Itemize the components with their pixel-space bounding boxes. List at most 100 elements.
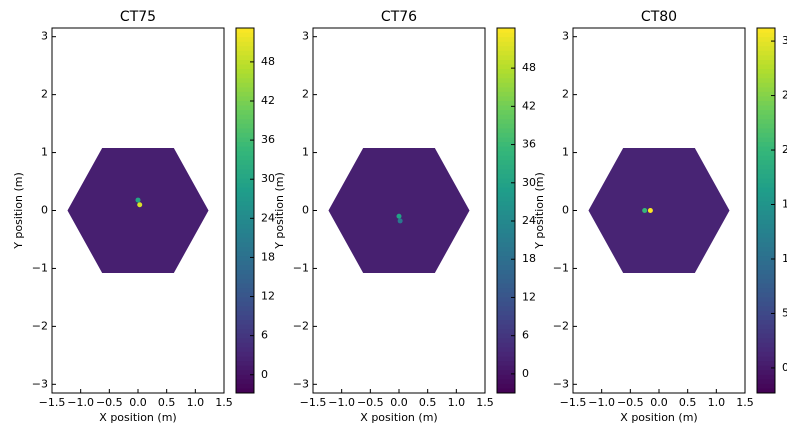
colorbar-band — [236, 128, 254, 133]
x-tick-label: 0.0 — [650, 396, 668, 409]
colorbar-band — [236, 87, 254, 92]
colorbar-band — [497, 302, 515, 307]
y-tick-label: −2 — [32, 319, 48, 332]
colorbar-band — [497, 215, 515, 220]
y-tick-label: −2 — [293, 319, 309, 332]
x-tick-label: −0.5 — [96, 396, 123, 409]
colorbar-band — [236, 160, 254, 165]
colorbar-band — [236, 115, 254, 120]
colorbar-band — [236, 311, 254, 316]
colorbar-band — [757, 55, 775, 60]
colorbar-band — [497, 211, 515, 216]
x-tick-label: 0.5 — [419, 396, 437, 409]
colorbar-band — [497, 65, 515, 70]
colorbar-band — [236, 69, 254, 74]
colorbar-band — [497, 338, 515, 343]
colorbar-band — [236, 274, 254, 279]
colorbar-tick-label: 25 — [782, 89, 787, 102]
chart-title: CT76 — [381, 9, 417, 25]
colorbar-band — [497, 74, 515, 79]
colorbar-band — [757, 361, 775, 366]
colorbar-band — [236, 165, 254, 170]
colorbar-band — [236, 224, 254, 229]
x-tick-label: 1.0 — [187, 396, 205, 409]
colorbar-band — [236, 279, 254, 284]
colorbar-band — [757, 274, 775, 279]
colorbar-band — [757, 238, 775, 243]
colorbar-band — [236, 28, 254, 33]
colorbar-band — [757, 183, 775, 188]
colorbar-band — [236, 192, 254, 197]
colorbar-band — [497, 188, 515, 193]
y-tick-label: −3 — [32, 377, 48, 390]
figure: CT75X position (m)Y position (m)−1.5−1.0… — [0, 0, 787, 425]
colorbar-band — [236, 325, 254, 330]
hot-pixel — [136, 198, 141, 203]
colorbar-band — [497, 229, 515, 234]
colorbar-band — [497, 288, 515, 293]
colorbar-band — [757, 306, 775, 311]
colorbar-band — [757, 179, 775, 184]
colorbar-band — [236, 197, 254, 202]
colorbar-band — [236, 252, 254, 257]
y-tick-label: 1 — [302, 146, 309, 159]
colorbar-band — [757, 347, 775, 352]
colorbar-band — [497, 115, 515, 120]
x-tick-label: −0.5 — [617, 396, 644, 409]
colorbar-band — [497, 343, 515, 348]
colorbar-band — [757, 174, 775, 179]
colorbar-tick-label: 15 — [782, 198, 787, 211]
colorbar-band — [236, 384, 254, 389]
colorbar-band — [757, 206, 775, 211]
colorbar-band — [236, 51, 254, 56]
colorbar-band — [757, 384, 775, 389]
colorbar-band — [236, 147, 254, 152]
colorbar-band — [757, 147, 775, 152]
x-tick-label: −1.0 — [67, 396, 94, 409]
colorbar-band — [497, 220, 515, 225]
colorbar-band — [757, 169, 775, 174]
colorbar-band — [236, 229, 254, 234]
colorbar-band — [236, 124, 254, 129]
colorbar-band — [757, 215, 775, 220]
colorbar-band — [497, 242, 515, 247]
colorbar-band — [497, 124, 515, 129]
colorbar-band — [497, 320, 515, 325]
colorbar-band — [236, 65, 254, 70]
colorbar-band — [497, 147, 515, 152]
colorbar-band — [497, 160, 515, 165]
colorbar-band — [497, 33, 515, 38]
colorbar-band — [757, 165, 775, 170]
colorbar-band — [497, 325, 515, 330]
colorbar-band — [236, 270, 254, 275]
colorbar-tick-label: 12 — [261, 290, 275, 303]
colorbar-band — [497, 192, 515, 197]
colorbar-band — [497, 151, 515, 156]
colorbar-band — [236, 265, 254, 270]
colorbar-band — [497, 28, 515, 33]
colorbar-band — [757, 60, 775, 65]
colorbar-band — [236, 206, 254, 211]
colorbar-tick-label: 20 — [782, 143, 787, 156]
colorbar-tick-label: 0 — [261, 368, 268, 381]
colorbar-band — [497, 51, 515, 56]
colorbar-band — [757, 247, 775, 252]
colorbar-tick-label: 42 — [261, 94, 275, 107]
colorbar-band — [757, 138, 775, 143]
y-tick-label: −3 — [293, 377, 309, 390]
colorbar-band — [757, 110, 775, 115]
y-tick-label: −3 — [553, 377, 569, 390]
colorbar-band — [757, 119, 775, 124]
colorbar-band — [236, 37, 254, 42]
colorbar-band — [236, 306, 254, 311]
colorbar-band — [757, 224, 775, 229]
colorbar-band — [236, 220, 254, 225]
colorbar-band — [236, 133, 254, 138]
colorbar-band — [757, 352, 775, 357]
x-axis-label: X position (m) — [360, 411, 437, 424]
colorbar-band — [757, 156, 775, 161]
colorbar-band — [236, 347, 254, 352]
colorbar-band — [236, 60, 254, 65]
colorbar-band — [757, 74, 775, 79]
colorbar-band — [497, 256, 515, 261]
